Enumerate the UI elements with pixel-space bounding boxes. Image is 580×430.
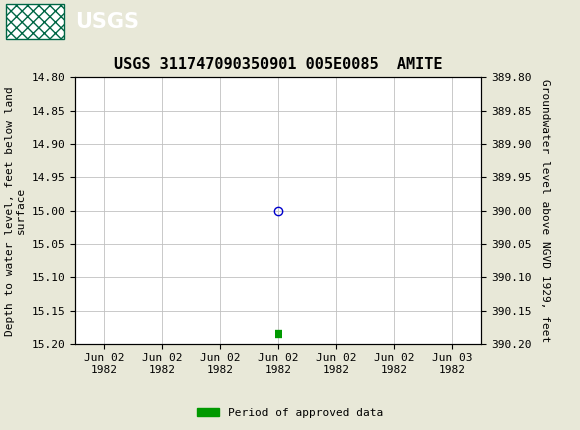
Title: USGS 311747090350901 005E0085  AMITE: USGS 311747090350901 005E0085 AMITE <box>114 57 443 72</box>
Text: USGS: USGS <box>75 12 139 31</box>
Legend: Period of approved data: Period of approved data <box>193 403 387 422</box>
Y-axis label: Groundwater level above NGVD 1929, feet: Groundwater level above NGVD 1929, feet <box>540 79 550 342</box>
Y-axis label: Depth to water level, feet below land
surface: Depth to water level, feet below land su… <box>5 86 26 335</box>
FancyBboxPatch shape <box>6 4 64 39</box>
